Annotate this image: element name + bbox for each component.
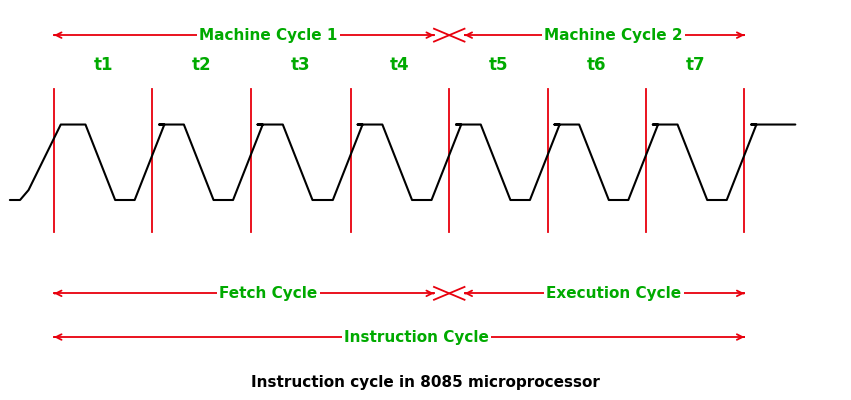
Text: Instruction Cycle: Instruction Cycle (344, 330, 488, 344)
Text: Instruction cycle in 8085 microprocessor: Instruction cycle in 8085 microprocessor (251, 375, 600, 390)
Text: Execution Cycle: Execution Cycle (546, 286, 682, 301)
Text: t4: t4 (391, 56, 410, 74)
Text: t3: t3 (291, 56, 311, 74)
Text: t5: t5 (488, 56, 508, 74)
Text: Machine Cycle 2: Machine Cycle 2 (545, 28, 683, 43)
Text: Fetch Cycle: Fetch Cycle (220, 286, 317, 301)
Text: t2: t2 (191, 56, 211, 74)
Text: t7: t7 (685, 56, 705, 74)
Text: Machine Cycle 1: Machine Cycle 1 (199, 28, 338, 43)
Text: t1: t1 (94, 56, 113, 74)
Text: t6: t6 (587, 56, 607, 74)
